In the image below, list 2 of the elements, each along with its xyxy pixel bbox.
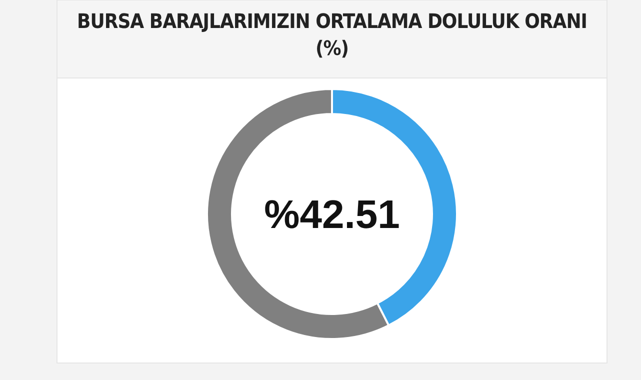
chart-title: BURSA BARAJLARIMIZIN ORTALAMA DOLULUK ORANI (%) bbox=[77, 9, 587, 60]
text: %42.51 bbox=[264, 193, 400, 237]
